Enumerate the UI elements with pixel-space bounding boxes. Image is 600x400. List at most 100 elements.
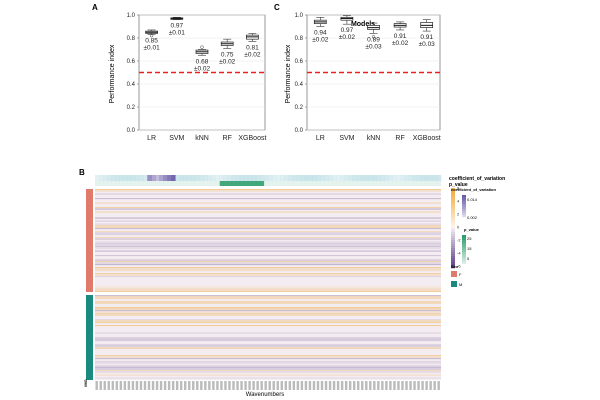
x-tick-mark: [296, 381, 300, 390]
heatmap-group-f-row: [95, 223, 441, 225]
pvalue-legend-tick-2: 5: [467, 256, 470, 261]
panel-label-a: A: [92, 3, 98, 12]
color-scale-cell: [451, 212, 455, 215]
x-tick-mark: [236, 381, 239, 390]
x-tick-mark: [332, 381, 336, 390]
cv-track-cell: [223, 175, 229, 181]
pvalue-track-cell: [99, 181, 104, 186]
x-tick-mark: [413, 381, 416, 390]
x-tick-mark: [320, 381, 324, 390]
heatmap-group-m-row: [95, 313, 441, 315]
heatmap-group-m-row: [95, 346, 441, 348]
pvalue-track-cell: [396, 181, 402, 186]
cv-track-cell: [428, 175, 434, 181]
x-tick-mark: [409, 381, 412, 390]
color-scale-tick: 2: [457, 212, 460, 217]
outlier-point: [371, 35, 376, 39]
heatmap-group-f-row: [95, 207, 441, 209]
color-scale-cell: [451, 202, 455, 205]
heatmap-group-m-row: [95, 367, 441, 369]
cv-legend-cell: [462, 206, 466, 209]
pvalue-track-cell: [404, 181, 410, 186]
color-scale-cell: [451, 220, 455, 223]
cv-track-cell: [227, 175, 233, 181]
heatmap-group-f-row: [95, 234, 441, 236]
pvalue-track-cell: [151, 181, 156, 186]
x-tick-mark: [220, 381, 223, 390]
heatmap-group-f-row: [95, 228, 441, 230]
cv-track-cell: [312, 175, 317, 181]
heatmap-group-f-row: [95, 247, 441, 249]
heatmap-group-m-row: [95, 358, 441, 360]
cv-track-cell: [280, 175, 285, 181]
color-scale-cell: [451, 214, 455, 217]
cv-track-cell: [364, 175, 369, 181]
heatmap-group-f-row: [95, 220, 441, 222]
pvalue-track-cell: [392, 181, 398, 186]
sd-label: ±0.02: [194, 65, 211, 72]
color-scale-cell: [451, 226, 455, 229]
x-tick-label: LR: [316, 135, 325, 142]
sex-legend-swatch-m: [451, 281, 457, 287]
pvalue-track-cell: [199, 181, 204, 186]
pvalue-track-cell: [376, 181, 381, 186]
sd-label: ±0.02: [339, 34, 356, 41]
pvalue-track-cell: [344, 181, 349, 186]
pvalue-legend-cell: [462, 239, 466, 243]
color-scale-cell: [451, 238, 455, 241]
x-tick-mark: [272, 381, 275, 390]
x-tick-mark: [397, 381, 400, 390]
x-tick-mark: [147, 381, 151, 390]
cv-legend-cell: [462, 203, 466, 207]
cv-track-cell: [263, 175, 269, 181]
heatmap-group-f-row: [95, 231, 441, 233]
color-scale-tick: -6: [457, 264, 461, 269]
cv-track-cell: [199, 175, 204, 181]
cv-legend-title: coefficient_of_variation: [451, 187, 496, 192]
pvalue-track-cell: [348, 181, 353, 186]
x-tick-mark: [159, 381, 163, 390]
pvalue-track-cell: [191, 181, 196, 186]
x-tick-mark: [188, 381, 191, 390]
sd-label: ±0.03: [365, 43, 382, 50]
cv-track-cell: [111, 175, 116, 181]
x-tick-mark: [328, 381, 332, 390]
pvalue-track-cell: [119, 181, 124, 186]
x-tick-mark: [365, 381, 368, 390]
cv-track-cell: [151, 175, 156, 181]
pvalue-track-cell: [163, 181, 168, 186]
heatmap-group-m-row: [95, 340, 441, 342]
y-tick-label: 0.6: [127, 59, 136, 65]
x-tick-mark: [196, 381, 199, 390]
x-tick-mark: [393, 381, 396, 390]
cv-track-cell: [432, 175, 438, 181]
x-tick-mark: [389, 381, 392, 390]
pvalue-track-cell: [276, 181, 281, 186]
pvalue-track-cell: [263, 181, 269, 186]
cv-track-cell: [247, 175, 253, 181]
x-tick-mark: [192, 381, 195, 390]
pvalue-track-cell: [203, 181, 208, 186]
cv-track-cell: [135, 175, 140, 181]
cv-track-cell: [308, 175, 313, 181]
pvalue-track-cell: [380, 181, 385, 186]
sex-legend-item-m: M: [459, 282, 462, 287]
heatmap-group-m-row: [95, 355, 441, 357]
pvalue-legend-cell: [462, 242, 466, 245]
color-scale-cell: [451, 244, 455, 247]
x-tick-mark: [208, 381, 211, 390]
color-scale-tick: -2: [457, 238, 461, 243]
cv-legend-tick-hi: 0.014: [467, 197, 478, 202]
color-scale-cell: [451, 218, 455, 221]
cv-track-cell: [400, 175, 406, 181]
color-scale-tick: 0: [457, 225, 460, 230]
cv-legend-cell: [462, 199, 466, 202]
pvalue-track-cell: [123, 181, 128, 186]
pvalue-legend-cell: [462, 249, 466, 252]
cv-legend-cell: [462, 195, 466, 198]
heatmap-group-f-row: [95, 267, 441, 269]
pvalue-track-cell: [304, 181, 309, 186]
cv-track-cell: [408, 175, 414, 181]
y-tick-label: 0.4: [295, 82, 304, 88]
color-scale-cell: [451, 208, 455, 211]
